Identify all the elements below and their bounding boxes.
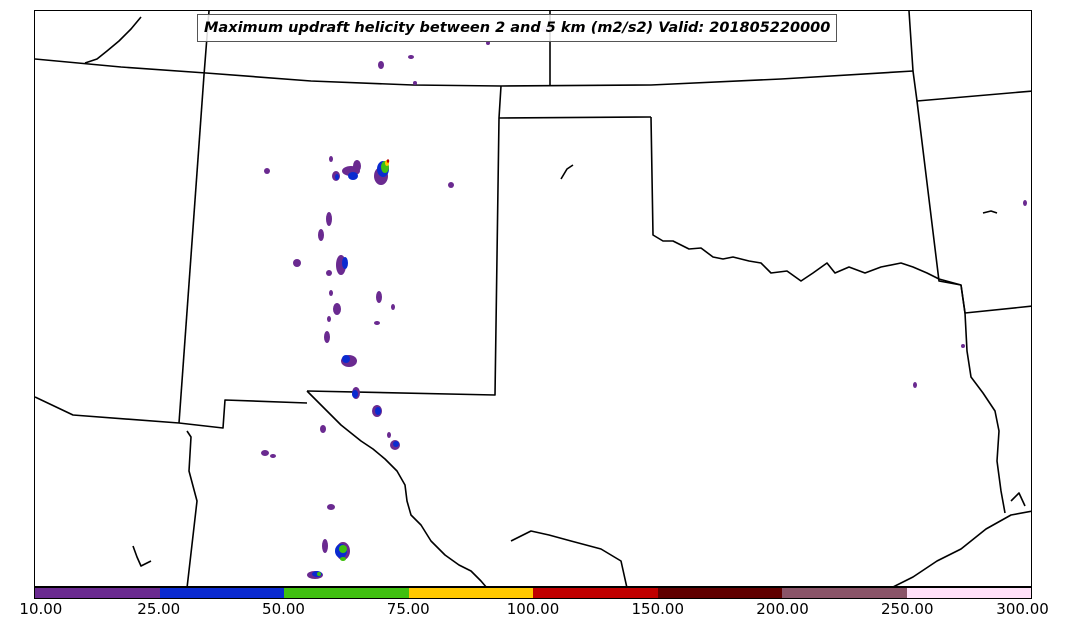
colorbar-segment [284, 588, 409, 598]
border-ok-north [498, 116, 652, 119]
colorbar-tick-label: 100.00 [506, 600, 560, 618]
rio-grande [306, 390, 487, 586]
colorbar-segment [408, 588, 533, 598]
helicity-swaths [261, 26, 1027, 579]
border-az-mex [35, 396, 180, 424]
colorbar-tick-label: 300.00 [996, 600, 1049, 618]
border-ok-east [916, 100, 1031, 314]
colorbar-segment [159, 588, 284, 598]
lake-1 [560, 164, 574, 180]
colorbar-ticks: 10.00 25.00 50.00 75.00 100.00 150.00 200.00 25… [19, 600, 1048, 626]
colorbar-tick-label: 150.00 [631, 600, 685, 618]
red-river [650, 116, 962, 286]
colorbar-segment [35, 588, 160, 598]
map-panel [34, 10, 1032, 587]
colorbar-segment [533, 588, 658, 598]
lake-2 [982, 210, 998, 214]
map-title: Maximum updraft helicity between 2 and 5… [197, 14, 838, 42]
colorbar-tick-label: 75.00 [386, 600, 430, 618]
colorbar-tick-label: 10.00 [19, 600, 63, 618]
lake-4 [132, 545, 152, 567]
border-nm-west [178, 74, 205, 424]
colorbar-segment [906, 588, 1031, 598]
colorbar-tick-label: 50.00 [262, 600, 305, 618]
colorbar-tick-label: 200.00 [756, 600, 809, 618]
lake-3 [84, 16, 142, 64]
lake-5 [1010, 492, 1026, 507]
colorbar-tick-label: 25.00 [137, 600, 181, 618]
border-tx-nm-east [306, 85, 502, 396]
border-ks-east [908, 11, 1031, 102]
border-north-line [35, 58, 914, 87]
tx-la-border [960, 284, 1006, 514]
colorbar-segment [782, 588, 907, 598]
colorbar-tick-label: 250.00 [881, 600, 934, 618]
colorbar [34, 587, 1032, 599]
border-nm-mex [186, 430, 198, 586]
tx-coast [893, 510, 1031, 586]
mexico-line [510, 530, 628, 586]
map-canvas [35, 11, 1031, 586]
state-borders [35, 11, 1031, 586]
colorbar-segment [657, 588, 782, 598]
border-nm-south [178, 399, 308, 429]
